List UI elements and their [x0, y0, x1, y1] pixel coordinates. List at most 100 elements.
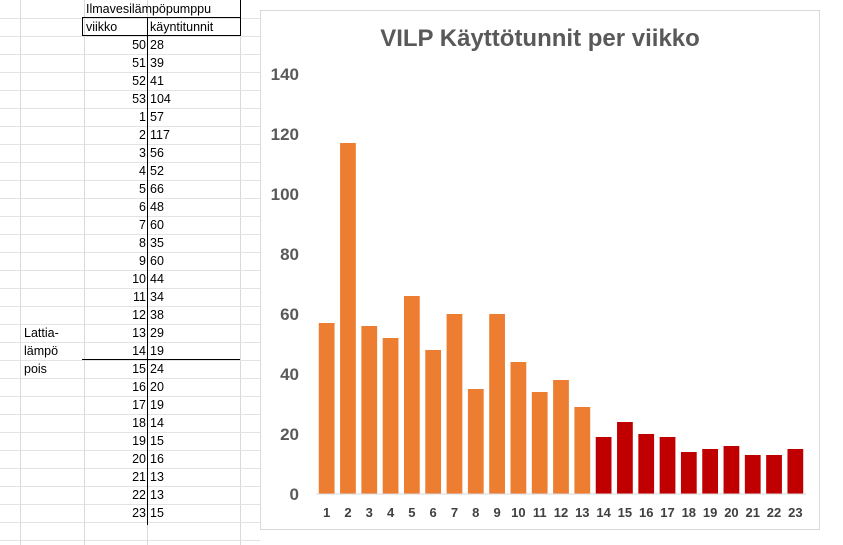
hours-cell[interactable]: 28 — [150, 38, 164, 52]
column-header-hours[interactable]: käyntitunnit — [150, 20, 214, 34]
hours-cell[interactable]: 117 — [150, 128, 170, 142]
week-cell[interactable]: 12 — [132, 308, 146, 322]
week-cell[interactable]: 9 — [139, 254, 146, 268]
bar-week-10[interactable] — [510, 362, 527, 494]
hours-cell[interactable]: 15 — [150, 434, 164, 448]
x-tick-label: 3 — [366, 505, 373, 520]
bar-week-18[interactable] — [680, 452, 697, 494]
gridline — [0, 252, 260, 253]
bar-week-3[interactable] — [361, 326, 378, 494]
hours-cell[interactable]: 24 — [150, 362, 164, 376]
week-cell[interactable]: 13 — [132, 326, 146, 340]
bar-week-22[interactable] — [766, 455, 782, 494]
hours-cell[interactable]: 35 — [150, 236, 164, 250]
bar-week-1[interactable] — [318, 323, 335, 494]
y-tick-label: 20 — [280, 425, 299, 444]
note-line[interactable]: lämpö — [24, 344, 59, 358]
bar-week-17[interactable] — [659, 437, 676, 494]
week-cell[interactable]: 23 — [132, 506, 146, 520]
table-header-title[interactable]: Ilmavesilämpöpumppu — [86, 2, 212, 16]
bar-week-4[interactable] — [382, 338, 399, 494]
column-header-week[interactable]: viikko — [86, 20, 118, 34]
week-cell[interactable]: 16 — [132, 380, 146, 394]
note-line[interactable]: pois — [24, 362, 47, 376]
week-cell[interactable]: 21 — [132, 470, 146, 484]
bar-week-9[interactable] — [489, 314, 505, 494]
week-cell[interactable]: 20 — [132, 452, 146, 466]
bar-week-16[interactable] — [638, 434, 655, 494]
gridline — [0, 144, 260, 145]
hours-cell[interactable]: 57 — [150, 110, 164, 124]
week-cell[interactable]: 52 — [132, 74, 146, 88]
hours-cell[interactable]: 66 — [150, 182, 164, 196]
gridline — [0, 234, 260, 235]
hours-cell[interactable]: 44 — [150, 272, 164, 286]
bar-week-15[interactable] — [617, 422, 633, 494]
week-cell[interactable]: 14 — [132, 344, 146, 358]
week-cell[interactable]: 18 — [132, 416, 146, 430]
week-cell[interactable]: 50 — [132, 38, 146, 52]
week-cell[interactable]: 51 — [132, 56, 146, 70]
bar-week-8[interactable] — [467, 389, 484, 494]
bar-week-19[interactable] — [702, 449, 719, 494]
hours-cell[interactable]: 19 — [150, 398, 164, 412]
note-line[interactable]: Lattia- — [24, 326, 59, 340]
hours-cell[interactable]: 60 — [150, 254, 164, 268]
hours-cell[interactable]: 104 — [150, 92, 171, 106]
bar-week-21[interactable] — [744, 455, 761, 494]
week-cell[interactable]: 11 — [133, 290, 146, 304]
bar-week-12[interactable] — [553, 380, 569, 494]
hours-cell[interactable]: 15 — [150, 506, 164, 520]
week-cell[interactable]: 1 — [139, 110, 146, 124]
bar-week-5[interactable] — [403, 296, 420, 494]
hours-cell[interactable]: 41 — [150, 74, 164, 88]
hours-cell[interactable]: 13 — [150, 470, 164, 484]
hours-cell[interactable]: 29 — [150, 326, 164, 340]
hours-cell[interactable]: 56 — [150, 146, 164, 160]
hours-cell[interactable]: 14 — [150, 416, 164, 430]
hours-cell[interactable]: 48 — [150, 200, 164, 214]
bar-week-20[interactable] — [723, 446, 740, 494]
gridline — [0, 108, 260, 109]
hours-cell[interactable]: 16 — [150, 452, 164, 466]
x-tick-label: 20 — [724, 505, 738, 520]
x-tick-label: 18 — [682, 505, 696, 520]
bar-week-7[interactable] — [446, 314, 463, 494]
hours-cell[interactable]: 20 — [150, 380, 164, 394]
gridline — [0, 54, 260, 55]
week-cell[interactable]: 53 — [132, 92, 146, 106]
bar-week-2[interactable] — [340, 143, 356, 494]
week-cell[interactable]: 8 — [139, 236, 146, 250]
week-cell[interactable]: 4 — [139, 164, 146, 178]
week-cell[interactable]: 2 — [139, 128, 146, 142]
bar-week-14[interactable] — [595, 437, 612, 494]
bar-week-11[interactable] — [531, 392, 548, 494]
week-cell[interactable]: 15 — [132, 362, 146, 376]
gridline — [0, 414, 260, 415]
hours-cell[interactable]: 38 — [150, 308, 164, 322]
x-tick-label: 11 — [533, 505, 547, 520]
x-tick-label: 10 — [511, 505, 525, 520]
hours-cell[interactable]: 52 — [150, 164, 164, 178]
week-cell[interactable]: 22 — [132, 488, 146, 502]
week-cell[interactable]: 5 — [139, 182, 146, 196]
hours-cell[interactable]: 34 — [150, 290, 164, 304]
bar-week-13[interactable] — [574, 407, 591, 494]
gridline — [0, 180, 260, 181]
week-cell[interactable]: 17 — [132, 398, 146, 412]
header-border-right — [240, 0, 241, 36]
hours-cell[interactable]: 39 — [150, 56, 164, 70]
hours-cell[interactable]: 19 — [150, 344, 164, 358]
bar-week-6[interactable] — [425, 350, 442, 494]
hours-cell[interactable]: 13 — [150, 488, 164, 502]
chart-container[interactable]: VILP Käyttötunnit per viikko 0 20 40 60 80 10… — [260, 10, 820, 530]
gridline — [0, 36, 260, 37]
week-cell[interactable]: 10 — [132, 272, 146, 286]
gridline — [0, 126, 260, 127]
week-cell[interactable]: 7 — [139, 218, 146, 232]
hours-cell[interactable]: 60 — [150, 218, 164, 232]
week-cell[interactable]: 6 — [139, 200, 146, 214]
week-cell[interactable]: 3 — [139, 146, 146, 160]
bar-week-23[interactable] — [787, 449, 804, 494]
week-cell[interactable]: 19 — [132, 434, 146, 448]
